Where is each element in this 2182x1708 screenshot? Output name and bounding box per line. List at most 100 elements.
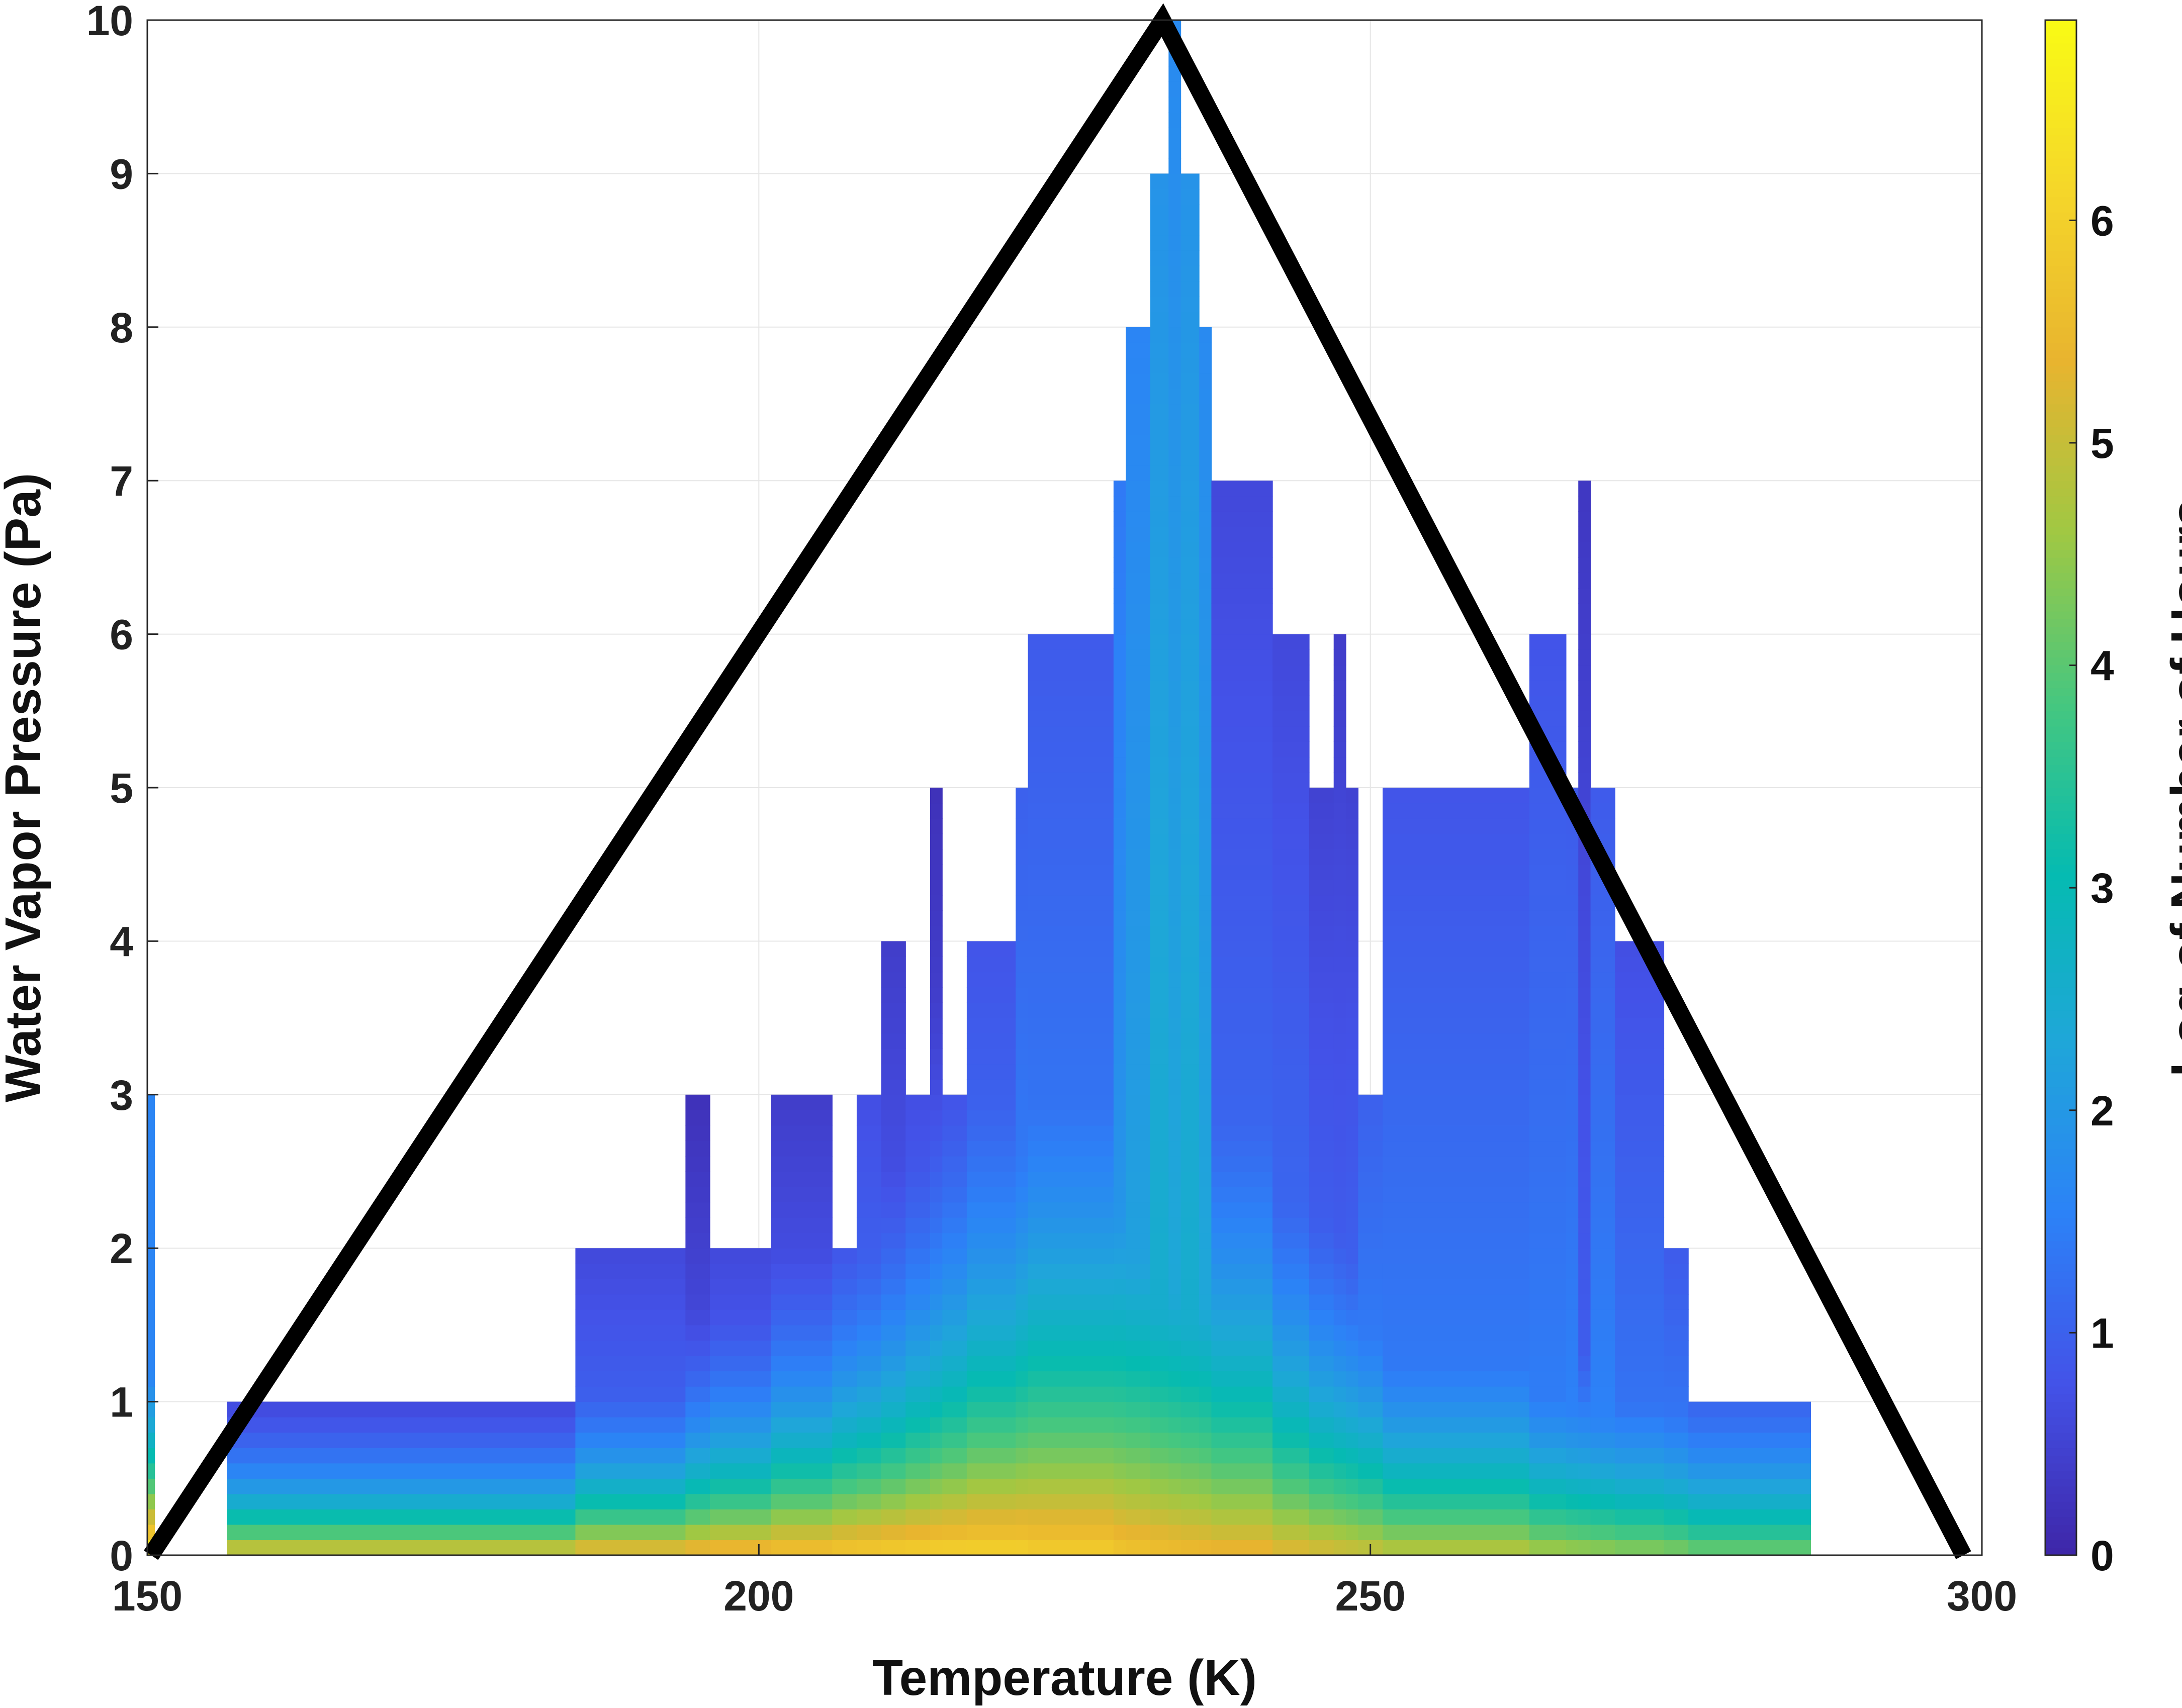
heatmap-cell [1358, 1294, 1383, 1310]
heatmap-cell [1358, 1156, 1383, 1172]
heatmap-cell [1211, 603, 1273, 619]
heatmap-cell [881, 1049, 906, 1065]
heatmap-cell [1566, 895, 1579, 911]
heatmap-cell [1016, 895, 1029, 911]
heatmap-cell [1590, 1263, 1615, 1279]
heatmap-cell [1126, 1309, 1151, 1325]
heatmap-cell [966, 1432, 1016, 1448]
colorbar-segment [2045, 127, 2076, 136]
heatmap-cell [930, 972, 943, 988]
heatmap-cell [1615, 1094, 1665, 1110]
heatmap-cell [1199, 1448, 1212, 1464]
heatmap-cell [881, 1417, 906, 1433]
heatmap-cell [1590, 1232, 1615, 1249]
heatmap-cell [147, 1478, 155, 1494]
heatmap-cell [1126, 1248, 1151, 1264]
heatmap-cell [1028, 833, 1114, 849]
heatmap-cell [1211, 1417, 1273, 1433]
heatmap-cell [1211, 1187, 1273, 1203]
heatmap-cell [1028, 1187, 1114, 1203]
heatmap-cell [1590, 788, 1615, 804]
heatmap-cell [1168, 1217, 1181, 1233]
heatmap-cell [1150, 756, 1169, 773]
heatmap-cell [1382, 956, 1530, 973]
heatmap-cell [1199, 711, 1212, 727]
heatmap-cell [832, 1263, 857, 1279]
heatmap-cell [1113, 665, 1126, 681]
heatmap-cell [1168, 803, 1181, 819]
heatmap-cell [1529, 818, 1567, 834]
heatmap-cell [1566, 1401, 1579, 1417]
colorbar-segment [2045, 35, 2076, 44]
heatmap-cell [1664, 1417, 1689, 1433]
heatmap-cell [881, 1033, 906, 1049]
heatmap-cell [1333, 1524, 1346, 1541]
heatmap-cell [1382, 941, 1530, 957]
heatmap-cell [1382, 1232, 1530, 1249]
heatmap-cell [1168, 649, 1181, 666]
heatmap-cell [1126, 1340, 1151, 1356]
heatmap-cell [1150, 741, 1169, 757]
heatmap-cell [1113, 603, 1126, 619]
heatmap-cell [1180, 342, 1200, 358]
heatmap-cell [685, 1540, 710, 1555]
heatmap-cell [685, 1248, 710, 1264]
heatmap-cell [1199, 680, 1212, 696]
heatmap-cell [1529, 1509, 1567, 1525]
heatmap-cell [1382, 1110, 1530, 1126]
y-tick-label: 10 [86, 0, 133, 44]
heatmap-cell [1664, 1540, 1689, 1555]
heatmap-cell [930, 1401, 943, 1417]
heatmap-cell [1199, 573, 1212, 589]
heatmap-cell [905, 1294, 931, 1310]
heatmap-cell [1180, 849, 1200, 865]
heatmap-cell [942, 1417, 967, 1433]
heatmap-cell [1358, 1187, 1383, 1203]
heatmap-cell [966, 1309, 1016, 1325]
heatmap-cell [1615, 1232, 1665, 1249]
heatmap-cell [1529, 1094, 1567, 1110]
heatmap-cell [1211, 1094, 1273, 1110]
heatmap-cell [1529, 1263, 1567, 1279]
heatmap-cell [1168, 1524, 1181, 1541]
colorbar-segment [2045, 1179, 2076, 1187]
heatmap-cell [1309, 941, 1334, 957]
heatmap-cell [1168, 265, 1181, 281]
y-tick-label: 7 [110, 457, 133, 505]
colorbar-segment [2045, 281, 2076, 290]
heatmap-cell [905, 1232, 931, 1249]
heatmap-cell [1199, 1033, 1212, 1049]
heatmap-cell [1180, 388, 1200, 405]
heatmap-cell [1333, 680, 1346, 696]
heatmap-cell [1382, 1432, 1530, 1448]
heatmap-cell [856, 1309, 882, 1325]
heatmap-cell [966, 1263, 1016, 1279]
heatmap-cell [1168, 956, 1181, 973]
heatmap-cell [1028, 1248, 1114, 1264]
heatmap-cell [881, 1524, 906, 1541]
heatmap-cell [832, 1355, 857, 1372]
heatmap-cell [966, 1202, 1016, 1218]
colorbar-segment [2045, 173, 2076, 182]
heatmap-cell [1180, 204, 1200, 220]
heatmap-cell [1150, 1371, 1169, 1387]
heatmap-cell [1113, 1355, 1126, 1372]
heatmap-cell [1028, 803, 1114, 819]
heatmap-cell [1199, 741, 1212, 757]
heatmap-column [905, 1094, 931, 1555]
colorbar-segment [2045, 703, 2076, 712]
heatmap-cell [1016, 1309, 1029, 1325]
heatmap-cell [1113, 818, 1126, 834]
colorbar-segment [2045, 235, 2076, 243]
heatmap-cell [942, 1401, 967, 1417]
x-axis-label: Temperature (K) [872, 1650, 1257, 1706]
heatmap-cell [1615, 1355, 1665, 1372]
heatmap-cell [1309, 1064, 1334, 1080]
colorbar-segment [2045, 427, 2076, 435]
heatmap-cell [1168, 1371, 1181, 1387]
heatmap-cell [1150, 1064, 1169, 1080]
heatmap-cell [1168, 373, 1181, 389]
heatmap-cell [1211, 956, 1273, 973]
heatmap-cell [1566, 941, 1579, 957]
heatmap-cell [1199, 925, 1212, 941]
